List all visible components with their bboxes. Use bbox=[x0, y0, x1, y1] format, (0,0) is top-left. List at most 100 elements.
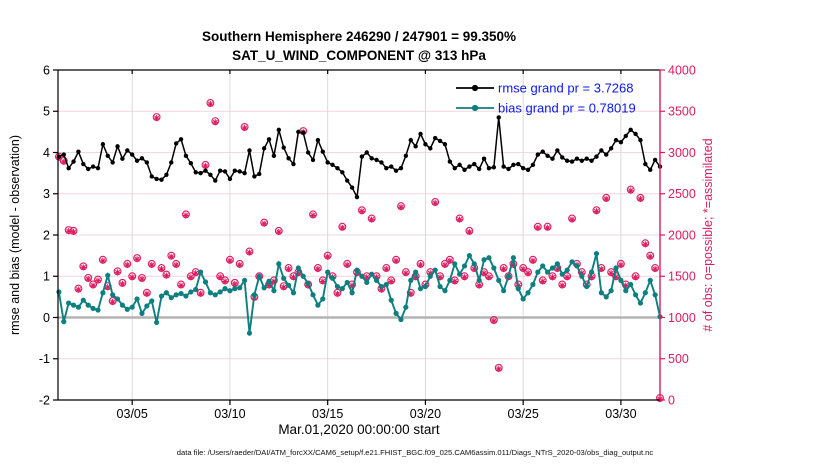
bias-point bbox=[241, 277, 248, 283]
obs-assimilated-marker bbox=[539, 278, 546, 285]
bias-point bbox=[61, 319, 67, 325]
bias-point bbox=[349, 290, 355, 296]
obs-assimilated-marker bbox=[564, 274, 571, 281]
bias-point bbox=[476, 277, 482, 283]
obs-assimilated-marker bbox=[652, 265, 659, 273]
obs-assimilated-marker bbox=[392, 257, 400, 264]
bias-point bbox=[285, 282, 292, 288]
bias-line bbox=[57, 253, 661, 334]
data-file-caption: data file: /Users/raeder/DAI/ATM_forcXX/… bbox=[177, 448, 654, 457]
rmse-point bbox=[423, 142, 428, 147]
left-tick-label: 2 bbox=[43, 228, 50, 242]
obs-assimilated-marker bbox=[446, 257, 453, 264]
bias-point bbox=[378, 283, 385, 290]
rmse-point bbox=[579, 158, 585, 163]
obs-assimilated-marker bbox=[85, 275, 92, 283]
bias-point bbox=[119, 302, 126, 308]
rmse-point bbox=[555, 148, 560, 153]
rmse-point bbox=[618, 139, 624, 145]
bias-point bbox=[447, 277, 453, 283]
obs-assimilated-marker bbox=[559, 282, 566, 289]
rmse-point bbox=[545, 153, 550, 158]
obs-assimilated-marker bbox=[593, 208, 600, 215]
rmse-point bbox=[628, 127, 633, 133]
bias-point bbox=[413, 269, 419, 275]
obs-assimilated-marker bbox=[427, 270, 434, 277]
obs-assimilated-marker bbox=[436, 274, 444, 281]
rmse-point bbox=[432, 135, 438, 141]
obs-assimilated-marker bbox=[608, 270, 615, 277]
obs-assimilated-marker bbox=[324, 253, 331, 260]
bias-point bbox=[623, 288, 629, 294]
rmse-point bbox=[286, 156, 291, 161]
rmse-point bbox=[110, 160, 115, 165]
bias-point bbox=[398, 316, 404, 323]
bias-point bbox=[373, 277, 380, 283]
rmse-point bbox=[81, 161, 86, 167]
bias-point bbox=[222, 286, 228, 292]
rmse-point bbox=[652, 157, 658, 163]
obs-assimilated-marker bbox=[441, 261, 449, 269]
rmse-point bbox=[159, 177, 164, 182]
bias-point bbox=[481, 257, 487, 263]
rmse-point bbox=[266, 137, 272, 142]
rmse-point bbox=[71, 159, 76, 164]
obs-assimilated-marker bbox=[99, 257, 106, 264]
bias-point bbox=[149, 298, 155, 304]
rmse-point bbox=[208, 172, 213, 177]
bias-point bbox=[618, 277, 624, 283]
rmse-point bbox=[584, 156, 589, 161]
rmse-point bbox=[379, 160, 384, 165]
bias-point bbox=[114, 296, 121, 302]
rmse-point bbox=[594, 154, 599, 159]
rmse-line bbox=[58, 117, 661, 200]
obs-assimilated-marker bbox=[349, 282, 356, 289]
rmse-point bbox=[496, 115, 501, 120]
rmse-point bbox=[462, 167, 467, 173]
x-tick-label: 03/10 bbox=[214, 407, 245, 421]
obs-assimilated-marker bbox=[383, 265, 390, 273]
left-tick-label: 3 bbox=[43, 187, 50, 201]
obs-assimilated-marker bbox=[627, 187, 634, 194]
bias-point bbox=[359, 273, 365, 279]
obs-assimilated-marker bbox=[173, 261, 180, 269]
bias-point bbox=[276, 261, 282, 267]
obs-assimilated-marker bbox=[60, 158, 67, 165]
rmse-point bbox=[247, 148, 252, 153]
rmse-point bbox=[560, 155, 565, 160]
obs-assimilated-marker bbox=[373, 274, 380, 281]
obs-assimilated-marker bbox=[534, 224, 541, 231]
rmse-point bbox=[643, 161, 648, 167]
rmse-series bbox=[56, 115, 663, 200]
rmse-point bbox=[452, 165, 457, 171]
left-tick-label: -1 bbox=[39, 352, 50, 366]
obs-assimilated-marker bbox=[397, 204, 405, 211]
obs-assimilated-marker bbox=[554, 265, 561, 273]
obs-assimilated-marker bbox=[334, 290, 341, 297]
rmse-point bbox=[447, 159, 453, 164]
bias-point bbox=[588, 269, 595, 275]
obs-assimilated-marker bbox=[510, 261, 517, 269]
legend-bias-label: bias grand pr = 0.78019 bbox=[498, 101, 636, 116]
bias-point bbox=[207, 290, 213, 296]
obs-assimilated-marker bbox=[187, 274, 194, 281]
obs-assimilated-marker bbox=[75, 286, 82, 293]
obs-assimilated-marker bbox=[647, 253, 654, 260]
bias-point bbox=[603, 294, 609, 300]
bias-point bbox=[613, 265, 619, 271]
rmse-point bbox=[574, 156, 580, 161]
obs-assimilated-marker bbox=[417, 261, 424, 269]
bias-point bbox=[344, 279, 350, 286]
obs-assimilated-marker bbox=[642, 241, 649, 248]
obs-assimilated-marker bbox=[612, 274, 620, 281]
rmse-point bbox=[325, 160, 330, 165]
bias-point bbox=[325, 269, 331, 275]
bias-point bbox=[329, 275, 336, 281]
obs-assimilated-marker bbox=[500, 265, 507, 273]
bias-point bbox=[471, 261, 477, 267]
rmse-point bbox=[315, 137, 321, 143]
bias-point bbox=[183, 293, 189, 299]
obs-assimilated-marker bbox=[192, 270, 199, 277]
bias-point bbox=[569, 259, 575, 265]
rmse-point bbox=[261, 146, 267, 151]
